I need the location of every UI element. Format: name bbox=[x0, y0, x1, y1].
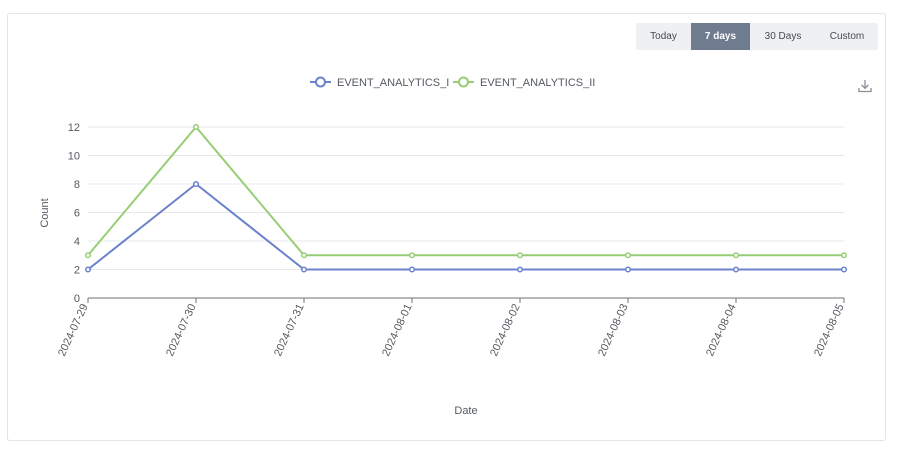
y-tick-label: 0 bbox=[74, 293, 80, 305]
data-point bbox=[516, 266, 524, 273]
series-line-1 bbox=[87, 182, 844, 271]
data-point bbox=[732, 252, 740, 259]
x-tick-label: 2024-08-05 bbox=[812, 302, 847, 358]
data-point bbox=[408, 252, 416, 259]
range-30-days-button[interactable]: 30 Days bbox=[764, 31, 802, 42]
x-tick-label: 2024-07-31 bbox=[272, 302, 307, 358]
chart-series bbox=[84, 123, 848, 273]
range-custom-button[interactable]: Custom bbox=[829, 31, 865, 42]
y-tick-label: 8 bbox=[74, 179, 80, 191]
data-point bbox=[516, 252, 524, 259]
legend-item-1[interactable]: EVENT_ANALYTICS_I bbox=[310, 76, 449, 89]
chart-legend: EVENT_ANALYTICS_I EVENT_ANALYTICS_II bbox=[310, 76, 595, 89]
download-icon[interactable] bbox=[857, 78, 873, 94]
data-point bbox=[192, 180, 200, 188]
chart-gridlines bbox=[88, 126, 844, 270]
range-today-button[interactable]: Today bbox=[650, 31, 677, 42]
data-point bbox=[840, 266, 848, 273]
download-icon-glyph bbox=[858, 80, 872, 93]
data-point bbox=[84, 252, 92, 259]
chart-card bbox=[7, 13, 886, 441]
x-axis-ticks: 2024-07-29 2024-07-30 2024-07-31 2024-08-01… bbox=[56, 298, 847, 358]
x-tick-label: 2024-08-03 bbox=[596, 302, 631, 358]
y-tick-label: 2 bbox=[74, 265, 80, 277]
range-7-days-button[interactable]: 7 days bbox=[691, 23, 750, 50]
y-tick-label: 10 bbox=[68, 151, 80, 163]
legend-label: EVENT_ANALYTICS_I bbox=[337, 77, 449, 89]
y-tick-label: 12 bbox=[68, 122, 80, 134]
legend-marker bbox=[315, 76, 326, 88]
y-axis-ticks: 0 2 4 6 8 10 12 bbox=[68, 122, 80, 305]
data-point bbox=[840, 252, 848, 259]
data-point bbox=[300, 266, 308, 273]
legend-label: EVENT_ANALYTICS_II bbox=[480, 77, 595, 89]
data-point bbox=[192, 123, 200, 131]
x-tick-label: 2024-08-01 bbox=[380, 302, 415, 358]
series-line-2 bbox=[87, 125, 844, 257]
x-axis-title: Date bbox=[454, 405, 477, 417]
data-point bbox=[300, 252, 308, 259]
data-point bbox=[624, 252, 632, 259]
x-tick-label: 2024-08-02 bbox=[488, 302, 523, 358]
legend-item-2[interactable]: EVENT_ANALYTICS_II bbox=[453, 76, 595, 89]
y-axis-title: Count bbox=[39, 198, 51, 227]
legend-marker bbox=[458, 76, 469, 88]
y-tick-label: 6 bbox=[74, 208, 80, 220]
date-range-selector: Today 7 days 30 Days Custom bbox=[636, 23, 878, 50]
data-point bbox=[84, 266, 92, 273]
data-point bbox=[624, 266, 632, 273]
data-point bbox=[732, 266, 740, 273]
x-tick-label: 2024-07-30 bbox=[164, 302, 199, 358]
x-tick-label: 2024-07-29 bbox=[56, 302, 91, 358]
x-tick-label: 2024-08-04 bbox=[704, 302, 739, 358]
y-tick-label: 4 bbox=[74, 236, 80, 248]
data-point bbox=[408, 266, 416, 273]
